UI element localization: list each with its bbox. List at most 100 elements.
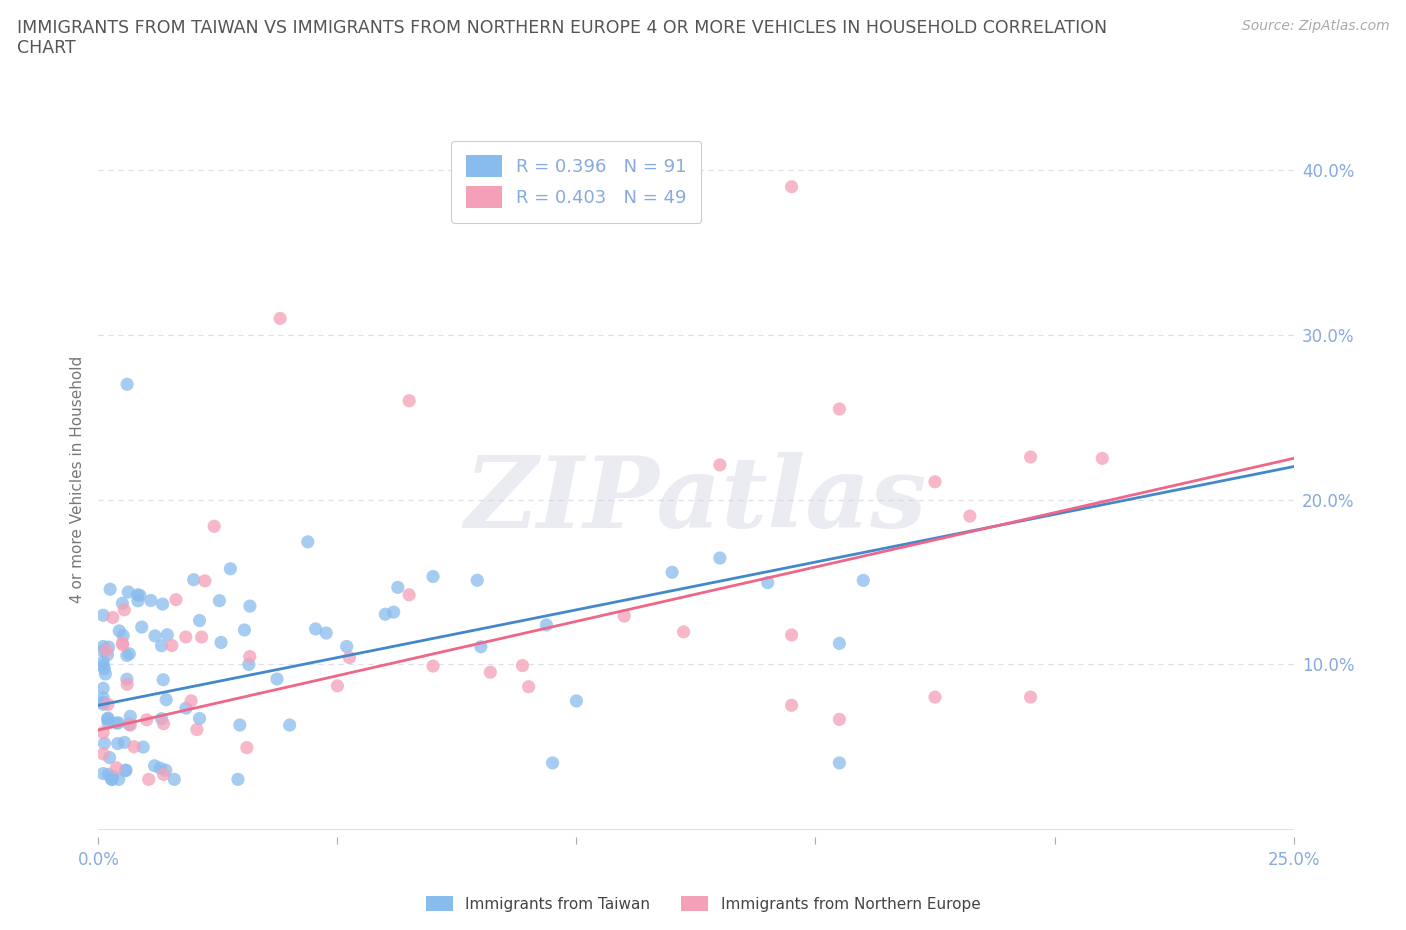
Text: ZIPatlas: ZIPatlas (465, 452, 927, 549)
Point (155, 692, 177, 707)
Point (91, 654, 114, 669)
Point (117, 585, 139, 600)
Point (160, 638, 183, 653)
Point (239, 599, 262, 614)
Point (152, 767, 174, 782)
Point (828, 402, 851, 417)
Point (115, 648, 138, 663)
Point (143, 758, 166, 773)
Point (132, 739, 155, 754)
Point (422, 658, 444, 673)
Point (479, 665, 502, 680)
Point (91, 725, 114, 740)
Point (114, 764, 136, 778)
Point (156, 628, 179, 643)
Point (96, 643, 118, 658)
Point (315, 626, 337, 641)
Point (387, 580, 409, 595)
Point (780, 179, 803, 194)
Legend: R = 0.396   N = 91, R = 0.403   N = 49: R = 0.396 N = 91, R = 0.403 N = 49 (451, 140, 702, 222)
Point (112, 603, 135, 618)
Point (118, 646, 141, 661)
Point (661, 565, 683, 579)
Point (269, 311, 291, 325)
Point (152, 597, 174, 612)
Point (98, 751, 121, 765)
Point (304, 621, 326, 636)
Point (174, 630, 197, 644)
Point (672, 624, 695, 639)
Point (541, 755, 564, 770)
Point (128, 588, 150, 603)
Point (115, 763, 138, 777)
Point (512, 658, 534, 673)
Point (96, 647, 118, 662)
Point (1019, 690, 1042, 705)
Point (239, 649, 262, 664)
Point (108, 623, 131, 638)
Point (135, 712, 157, 727)
Y-axis label: 4 or more Vehicles in Household: 4 or more Vehicles in Household (69, 355, 84, 603)
Point (278, 718, 301, 733)
Point (326, 678, 349, 693)
Point (100, 772, 122, 787)
Point (238, 657, 260, 671)
Point (91, 695, 114, 710)
Point (97, 640, 120, 655)
Point (959, 509, 981, 524)
Point (115, 677, 138, 692)
Point (924, 690, 946, 705)
Point (122, 739, 145, 754)
Point (517, 679, 540, 694)
Point (219, 562, 242, 577)
Point (149, 761, 172, 776)
Point (226, 772, 249, 787)
Point (111, 636, 134, 651)
Point (382, 604, 405, 619)
Point (150, 638, 173, 653)
Point (155, 763, 177, 777)
Point (93, 736, 115, 751)
Point (828, 636, 851, 651)
Point (165, 592, 187, 607)
Point (174, 701, 197, 716)
Point (97, 711, 120, 725)
Point (422, 569, 444, 584)
Point (139, 593, 162, 608)
Point (266, 671, 288, 686)
Point (138, 772, 160, 787)
Point (190, 630, 212, 644)
Point (188, 711, 211, 726)
Point (613, 608, 636, 623)
Point (97, 697, 120, 711)
Point (465, 573, 488, 588)
Point (780, 698, 803, 712)
Point (93, 661, 115, 676)
Point (115, 377, 138, 392)
Point (229, 718, 252, 733)
Point (143, 629, 166, 644)
Point (111, 637, 134, 652)
Point (91, 681, 114, 696)
Point (194, 574, 217, 589)
Point (470, 639, 492, 654)
Point (852, 573, 875, 588)
Point (398, 393, 420, 408)
Point (336, 639, 359, 654)
Point (91, 690, 114, 705)
Point (202, 519, 225, 534)
Point (180, 694, 202, 709)
Point (105, 716, 128, 731)
Point (828, 712, 851, 727)
Point (118, 717, 141, 732)
Point (186, 722, 208, 737)
Point (120, 718, 142, 733)
Point (152, 672, 174, 687)
Point (150, 711, 173, 726)
Point (97, 767, 120, 782)
Point (91, 644, 114, 658)
Point (91, 747, 114, 762)
Point (780, 628, 803, 643)
Text: IMMIGRANTS FROM TAIWAN VS IMMIGRANTS FROM NORTHERN EUROPE 4 OR MORE VEHICLES IN : IMMIGRANTS FROM TAIWAN VS IMMIGRANTS FRO… (17, 19, 1107, 36)
Point (924, 474, 946, 489)
